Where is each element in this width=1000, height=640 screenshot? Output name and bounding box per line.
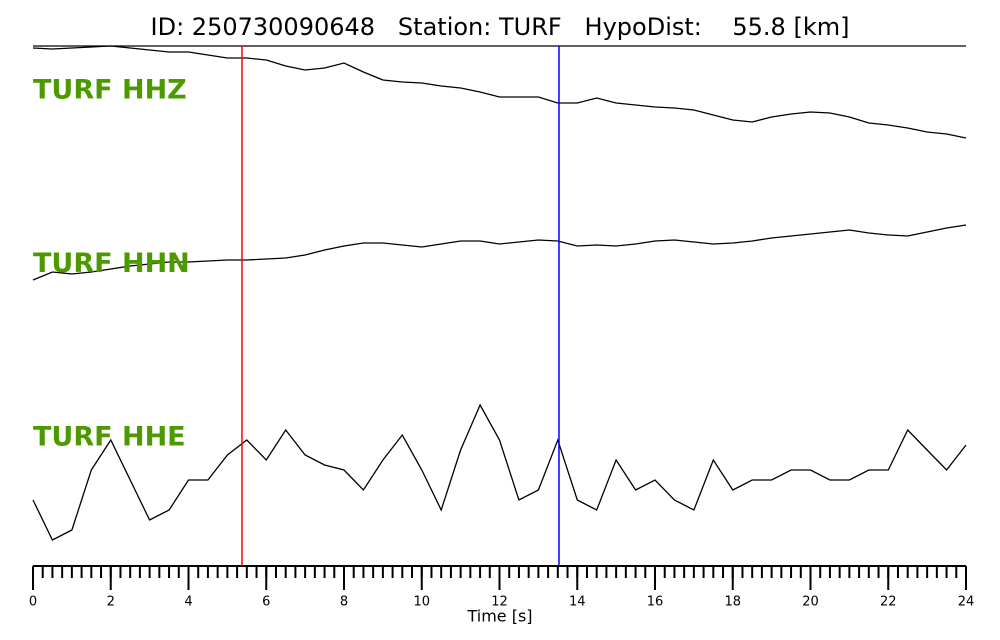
trace <box>32 403 967 541</box>
trace-label: TURF HHE <box>33 422 186 453</box>
x-tick-label: 20 <box>802 595 819 610</box>
x-tick-label: 22 <box>880 595 897 610</box>
x-tick-label: 4 <box>184 595 192 610</box>
trace-label: TURF HHZ <box>33 75 187 106</box>
trace <box>32 45 967 139</box>
x-tick-label: 10 <box>413 595 430 610</box>
trace <box>32 224 967 281</box>
x-tick-label: 14 <box>569 595 586 610</box>
x-axis-label: Time [s] <box>466 607 532 626</box>
x-tick-label: 8 <box>340 595 348 610</box>
x-tick-label: 2 <box>107 595 115 610</box>
x-tick-label: 16 <box>647 595 664 610</box>
x-tick-label: 24 <box>958 595 975 610</box>
x-tick-label: 6 <box>262 595 270 610</box>
x-tick-label: 0 <box>29 595 37 610</box>
x-tick-label: 18 <box>724 595 741 610</box>
x-tick-label: 12 <box>491 595 508 610</box>
chart-title: ID: 250730090648 Station: TURF HypoDist:… <box>151 13 850 41</box>
trace-label: TURF HHN <box>33 248 190 279</box>
